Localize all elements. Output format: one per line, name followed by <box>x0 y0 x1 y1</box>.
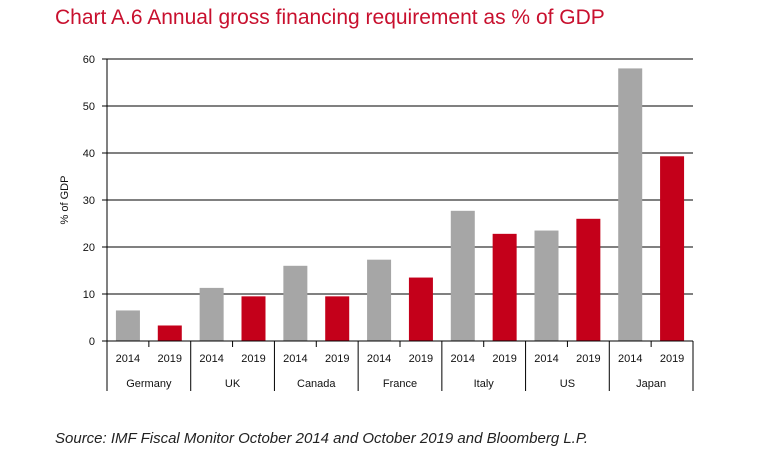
y-tick-label: 0 <box>89 336 95 348</box>
x-tick-label: 2019 <box>325 353 349 365</box>
y-tick-label: 50 <box>83 101 95 113</box>
x-tick-label: 2014 <box>618 353 642 365</box>
group-label: France <box>383 378 417 390</box>
chart-title: Chart A.6 Annual gross financing require… <box>55 6 605 29</box>
bar-canada-2014 <box>283 265 308 341</box>
bar-germany-2014 <box>115 310 140 341</box>
axis-labels: 0 10 20 30 40 50 60 2014 2019 Germany 2014 2019 UK 20… <box>83 54 685 390</box>
bar-uk-2014 <box>199 287 224 341</box>
bar-france-2014 <box>367 259 392 341</box>
x-tick-label: 2014 <box>451 353 475 365</box>
group-label: UK <box>225 378 241 390</box>
group-label: US <box>560 378 575 390</box>
x-tick-label: 2014 <box>116 353 140 365</box>
bar-france-2019 <box>408 277 433 341</box>
group-label: Italy <box>474 378 495 390</box>
bars <box>115 68 685 342</box>
bar-us-2019 <box>576 218 601 341</box>
group-label: Germany <box>126 378 172 390</box>
y-axis-label: % of GDP <box>59 176 71 225</box>
y-tick-label: 60 <box>83 54 95 66</box>
y-tick-label: 40 <box>83 148 95 160</box>
x-tick-label: 2019 <box>576 353 600 365</box>
bar-italy-2019 <box>492 233 517 341</box>
x-tick-label: 2014 <box>199 353 223 365</box>
group-label: Canada <box>297 378 336 390</box>
x-tick-label: 2019 <box>158 353 182 365</box>
bar-japan-2019 <box>660 156 685 341</box>
bar-germany-2019 <box>157 325 182 341</box>
bar-us-2014 <box>534 230 559 341</box>
gridlines <box>107 58 693 295</box>
x-tick-label: 2019 <box>409 353 433 365</box>
bar-japan-2014 <box>618 68 643 342</box>
x-tick-label: 2019 <box>660 353 684 365</box>
bar-uk-2019 <box>241 296 266 341</box>
x-tick-label: 2014 <box>534 353 558 365</box>
source-note: Source: IMF Fiscal Monitor October 2014 … <box>55 430 589 447</box>
x-tick-label: 2014 <box>367 353 391 365</box>
y-tick-label: 20 <box>83 242 95 254</box>
axes <box>102 58 694 391</box>
x-tick-label: 2019 <box>492 353 516 365</box>
y-tick-label: 10 <box>83 289 95 301</box>
bar-italy-2014 <box>450 210 475 341</box>
bar-canada-2019 <box>325 296 350 341</box>
y-tick-label: 30 <box>83 195 95 207</box>
x-tick-label: 2019 <box>241 353 265 365</box>
x-tick-label: 2014 <box>283 353 307 365</box>
group-label: Japan <box>636 378 666 390</box>
